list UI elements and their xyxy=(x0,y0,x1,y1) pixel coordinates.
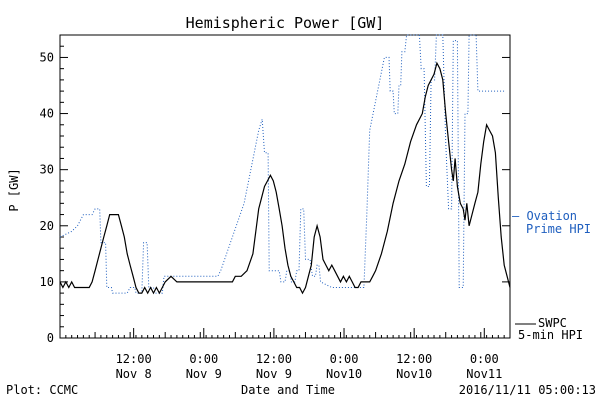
series-ovation-prime-hpi xyxy=(59,34,505,294)
x-tick-time-label: 12:00 xyxy=(396,352,432,366)
y-tick-label: 0 xyxy=(47,331,54,345)
plot-credit: Plot: CCMC xyxy=(6,383,78,397)
legend: — Ovation Prime HPI SWPC 5-min HPI xyxy=(512,209,591,342)
timestamp: 2016/11/11 05:00:13 xyxy=(459,383,596,397)
y-axis-label: P [GW] xyxy=(7,168,21,211)
x-tick-date-label: Nov10 xyxy=(326,367,362,381)
legend-ovation-line1: — Ovation xyxy=(512,209,577,223)
y-tick-label: 40 xyxy=(40,107,54,121)
series-layer xyxy=(59,34,511,295)
x-tick-date-label: Nov10 xyxy=(396,367,432,381)
chart-title: Hemispheric Power [GW] xyxy=(186,14,385,32)
x-tick-date-label: Nov11 xyxy=(466,367,502,381)
y-tick-label: 20 xyxy=(40,219,54,233)
y-tick-label: 10 xyxy=(40,275,54,289)
legend-swpc-line2: 5-min HPI xyxy=(518,328,583,342)
y-tick-label: 50 xyxy=(40,50,54,64)
y-axis: 0 10 20 30 40 50 xyxy=(40,45,510,345)
series-swpc-5min-hpi xyxy=(59,61,511,295)
x-tick-time-label: 12:00 xyxy=(256,352,292,366)
x-tick-time-label: 0:00 xyxy=(470,352,499,366)
x-tick-time-label: 0:00 xyxy=(330,352,359,366)
x-tick-time-label: 0:00 xyxy=(189,352,218,366)
x-tick-date-label: Nov 9 xyxy=(256,367,292,381)
plot-frame xyxy=(59,34,511,339)
legend-ovation-line2: Prime HPI xyxy=(526,222,591,236)
x-tick-date-label: Nov 8 xyxy=(116,367,152,381)
legend-swpc-line1: SWPC xyxy=(538,316,567,330)
x-axis-label: Date and Time xyxy=(241,383,335,397)
x-tick-time-label: 12:00 xyxy=(116,352,152,366)
x-tick-date-label: Nov 9 xyxy=(186,367,222,381)
y-tick-label: 30 xyxy=(40,163,54,177)
